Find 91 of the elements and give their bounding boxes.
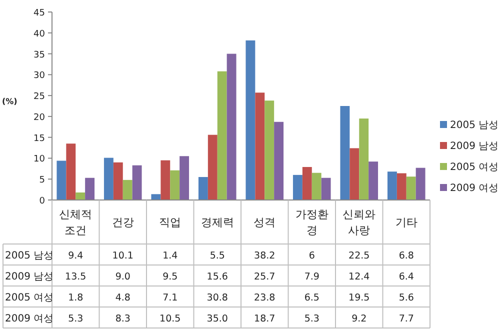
data-label: 5.3 bbox=[304, 314, 320, 324]
bar bbox=[56, 160, 66, 200]
data-label: 6.8 bbox=[398, 250, 414, 262]
data-label: 10.1 bbox=[112, 250, 134, 262]
x-tick-label: 성격 bbox=[254, 216, 276, 229]
bar bbox=[416, 168, 426, 200]
bar bbox=[406, 176, 416, 200]
data-label: 25.7 bbox=[254, 272, 276, 282]
data-label: 30.8 bbox=[206, 292, 228, 304]
y-tick-label: 5 bbox=[39, 176, 45, 186]
bar bbox=[368, 162, 378, 200]
data-label: 35.0 bbox=[206, 314, 228, 324]
y-tick-label: 40 bbox=[34, 29, 46, 40]
bar bbox=[198, 177, 208, 200]
data-label: 6.5 bbox=[304, 292, 320, 304]
x-tick-label: 가정환경 bbox=[295, 208, 328, 237]
data-label: 38.2 bbox=[254, 250, 276, 262]
data-label: 9.5 bbox=[162, 272, 178, 282]
bar bbox=[387, 172, 397, 200]
bar bbox=[132, 165, 142, 200]
legend-label: 2009 남성 bbox=[450, 141, 499, 152]
data-label: 10.5 bbox=[160, 314, 181, 324]
text: 2009 여성 bbox=[5, 314, 54, 324]
y-tick-label: 35 bbox=[34, 50, 45, 60]
y-tick-label: 25 bbox=[34, 92, 45, 102]
bar bbox=[151, 194, 161, 200]
legend-label: 2005 남성 bbox=[450, 120, 499, 131]
x-tick-label: 신뢰와 사랑 bbox=[342, 208, 376, 237]
text: 2005 여성 bbox=[5, 292, 54, 304]
bar bbox=[264, 100, 274, 200]
data-label: 19.5 bbox=[348, 292, 370, 304]
data-label: 4.8 bbox=[115, 292, 130, 304]
y-tick-label: 30 bbox=[34, 71, 46, 82]
data-label: 7.9 bbox=[304, 272, 320, 282]
bar bbox=[359, 118, 369, 200]
bar bbox=[274, 122, 284, 200]
bar bbox=[170, 170, 180, 200]
bar bbox=[302, 166, 312, 200]
y-tick-label: 0 bbox=[39, 196, 46, 206]
data-label: 6 bbox=[308, 250, 315, 262]
data-label: 7.7 bbox=[398, 314, 414, 324]
data-label: 23.8 bbox=[254, 292, 276, 304]
y-tick-label: 45 bbox=[34, 8, 45, 18]
bar bbox=[246, 40, 256, 200]
bar bbox=[255, 92, 265, 200]
data-label: 18.7 bbox=[254, 314, 276, 324]
y-tick-label: 10 bbox=[34, 154, 46, 165]
data-label: 15.6 bbox=[206, 272, 228, 282]
data-label: 8.3 bbox=[115, 314, 130, 324]
data-label: 6.4 bbox=[398, 272, 414, 282]
data-label: 9.2 bbox=[352, 314, 367, 324]
legend-label: 2005 여성 bbox=[450, 162, 499, 173]
bar bbox=[312, 172, 322, 200]
text: 2009 남성 bbox=[5, 272, 54, 282]
data-label: 7.1 bbox=[162, 292, 178, 304]
bar bbox=[292, 174, 302, 200]
bar bbox=[104, 158, 114, 200]
x-tick-label: 기타 bbox=[395, 216, 418, 229]
legend-label: 2009 여성 bbox=[450, 183, 499, 194]
bar bbox=[85, 178, 95, 200]
bar bbox=[217, 71, 227, 200]
data-label: 9.4 bbox=[68, 250, 84, 262]
x-tick-label: 건강 bbox=[112, 216, 134, 229]
data-label: 1.4 bbox=[162, 250, 178, 262]
text: 2005 남성 bbox=[5, 250, 54, 262]
y-tick-label: 20 bbox=[34, 112, 46, 123]
bar bbox=[208, 134, 218, 200]
data-label: 1.8 bbox=[68, 292, 84, 304]
data-label: 22.5 bbox=[348, 250, 370, 262]
x-tick-label: 신체적 조건 bbox=[59, 208, 92, 237]
data-label: 12.4 bbox=[348, 272, 370, 282]
bar bbox=[340, 106, 350, 200]
bar bbox=[113, 162, 123, 200]
y-axis-title: (%) bbox=[2, 97, 18, 106]
bar bbox=[350, 148, 360, 200]
bar bbox=[160, 160, 170, 200]
bar bbox=[122, 180, 132, 200]
data-label: 9.0 bbox=[115, 272, 130, 282]
bar bbox=[396, 173, 406, 200]
y-tick-label: 15 bbox=[34, 134, 45, 144]
data-label: 13.5 bbox=[65, 272, 86, 282]
bar bbox=[66, 144, 76, 200]
bar bbox=[180, 156, 190, 200]
data-label: 5.3 bbox=[68, 314, 84, 324]
data-label: 5.6 bbox=[398, 292, 414, 304]
bar bbox=[76, 192, 86, 200]
bar bbox=[226, 54, 236, 200]
bar bbox=[321, 178, 331, 200]
x-tick-label: 경제력 bbox=[200, 216, 234, 229]
x-tick-label: 직업 bbox=[159, 216, 182, 229]
data-label: 5.5 bbox=[210, 250, 225, 262]
